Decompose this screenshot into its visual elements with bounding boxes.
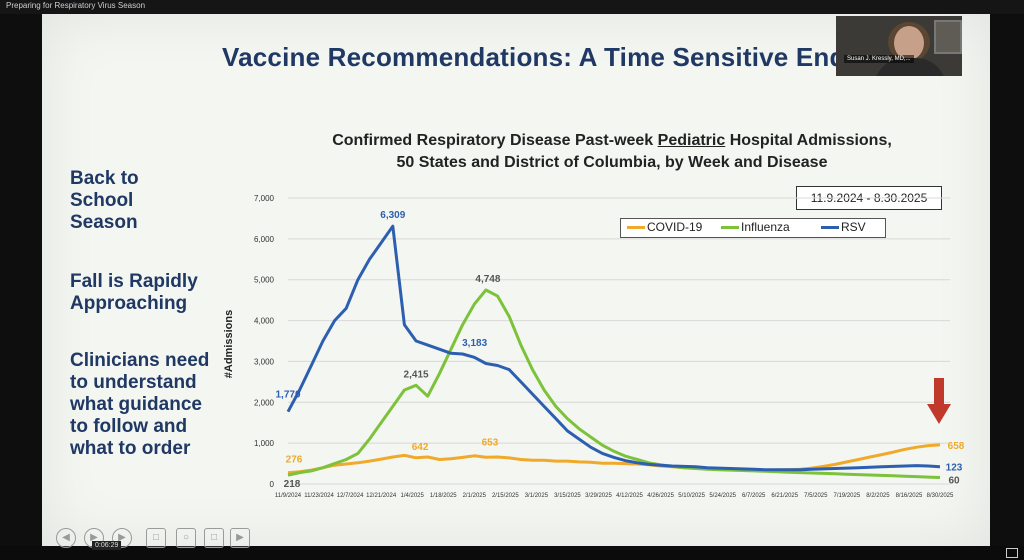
influenza-series-line <box>287 288 941 479</box>
x-tick-label: 11/23/2024 <box>304 493 334 499</box>
x-tick-label: 7/5/2025 <box>804 493 828 499</box>
chart-title-underlined: Pediatric <box>657 132 726 149</box>
y-tick-label: 1,000 <box>254 439 275 448</box>
y-tick-label: 2,000 <box>254 398 275 407</box>
x-tick-label: 11/9/2024 <box>275 493 302 499</box>
data-label-covid-start: 276 <box>286 455 303 466</box>
chart-title: Confirmed Respiratory Disease Past-week … <box>267 130 957 174</box>
data-label-covid-peak1: 642 <box>412 442 429 453</box>
y-tick-label: 3,000 <box>254 357 275 366</box>
side-text-fall: Fall is Rapidly Approaching <box>70 271 198 314</box>
x-tick-label: 8/16/2025 <box>896 493 923 499</box>
data-label-rsv-end: 123 <box>946 463 963 474</box>
camera-icon[interactable]: ▶ <box>230 528 250 548</box>
side-text-back-to-school: Back to School Season <box>70 168 139 233</box>
chart-title-part1: Confirmed Respiratory Disease Past-week <box>332 132 658 149</box>
data-label-rsv-start: 1,770 <box>275 390 300 401</box>
zoom-icon[interactable]: ○ <box>176 528 196 548</box>
legend-rsv-swatch <box>821 226 839 230</box>
x-tick-label: 3/29/2025 <box>585 493 612 499</box>
x-tick-label: 4/26/2025 <box>647 493 674 499</box>
legend-covid-swatch <box>627 226 645 230</box>
pages-icon[interactable]: □ <box>146 528 166 548</box>
legend-influenza-swatch <box>721 226 739 230</box>
window-title: Preparing for Respiratory Virus Season <box>6 1 146 10</box>
x-tick-label: 4/12/2025 <box>616 493 643 499</box>
legend-rsv-label: RSV <box>841 220 866 234</box>
x-tick-label: 3/15/2025 <box>554 493 581 499</box>
x-tick-label: 1/4/2025 <box>401 493 425 499</box>
side-text-clinicians: Clinicians need to understand what guida… <box>70 350 210 459</box>
x-tick-label: 1/18/2025 <box>430 493 457 499</box>
slide-title: Vaccine Recommendations: A Time Sensitiv… <box>222 42 846 72</box>
presentation-slide: Vaccine Recommendations: A Time Sensitiv… <box>42 14 990 546</box>
y-tick-label: 4,000 <box>254 317 275 326</box>
wall-frame <box>934 20 962 54</box>
legend-influenza-label: Influenza <box>741 220 790 234</box>
previous-icon[interactable]: ◀ <box>56 528 76 548</box>
presenter-name: Susan J. Kressly, MD,... <box>844 55 914 63</box>
x-tick-label: 2/1/2025 <box>463 493 487 499</box>
x-tick-label: 5/10/2025 <box>678 493 705 499</box>
player-bar <box>0 546 1024 560</box>
data-label-flu-peak2: 4,748 <box>475 274 500 285</box>
x-tick-label: 2/15/2025 <box>492 493 519 499</box>
playback-timestamp: 0:06:29 <box>92 541 122 550</box>
legend-covid: COVID-19 <box>627 220 702 234</box>
data-label-flu-peak1: 2,415 <box>404 369 429 380</box>
x-tick-label: 8/30/2025 <box>927 493 954 499</box>
rsv-series-line <box>286 224 941 472</box>
y-tick-label: 6,000 <box>254 235 275 244</box>
covid-series-line <box>287 443 941 475</box>
presenter-webcam[interactable]: Susan J. Kressly, MD,... <box>836 16 962 76</box>
chart-title-part2: Hospital Admissions, <box>725 132 892 149</box>
x-tick-label: 8/2/2025 <box>866 493 890 499</box>
data-label-rsv-peak: 6,309 <box>380 210 405 221</box>
chart-title-line2: 50 States and District of Columbia, by W… <box>396 154 828 171</box>
x-tick-label: 5/24/2025 <box>709 493 736 499</box>
x-tick-label: 7/19/2025 <box>834 493 861 499</box>
y-tick-label: 0 <box>270 480 275 489</box>
x-tick-label: 6/7/2025 <box>742 493 766 499</box>
fullscreen-icon[interactable] <box>1006 548 1018 558</box>
chart-legend: COVID-19 Influenza RSV <box>620 218 886 238</box>
x-tick-label: 6/21/2025 <box>771 493 798 499</box>
data-label-covid-peak2: 653 <box>482 437 499 448</box>
legend-influenza: Influenza <box>721 220 790 234</box>
data-label-rsv-mid: 3,183 <box>462 338 487 349</box>
window-titlebar: Preparing for Respiratory Virus Season <box>0 0 1024 14</box>
x-tick-label: 12/7/2024 <box>337 493 364 499</box>
legend-rsv: RSV <box>821 220 866 234</box>
presenter-face <box>894 26 924 60</box>
y-axis-label: #Admissions <box>223 310 235 378</box>
subtitles-icon[interactable]: □ <box>204 528 224 548</box>
down-arrow-icon <box>927 378 951 424</box>
data-label-flu-start: 218 <box>284 479 301 490</box>
x-tick-label: 3/1/2025 <box>525 493 549 499</box>
legend-covid-label: COVID-19 <box>647 220 703 234</box>
y-tick-label: 5,000 <box>254 276 275 285</box>
x-tick-label: 12/21/2024 <box>366 493 397 499</box>
admissions-line-chart: 0 1,000 2,000 3,000 4,000 5,000 6,000 7,000 #Adm… <box>223 194 965 499</box>
y-tick-label: 7,000 <box>254 194 275 203</box>
data-label-covid-end2: 60 <box>948 475 960 486</box>
data-label-covid-end: 658 <box>948 441 965 452</box>
